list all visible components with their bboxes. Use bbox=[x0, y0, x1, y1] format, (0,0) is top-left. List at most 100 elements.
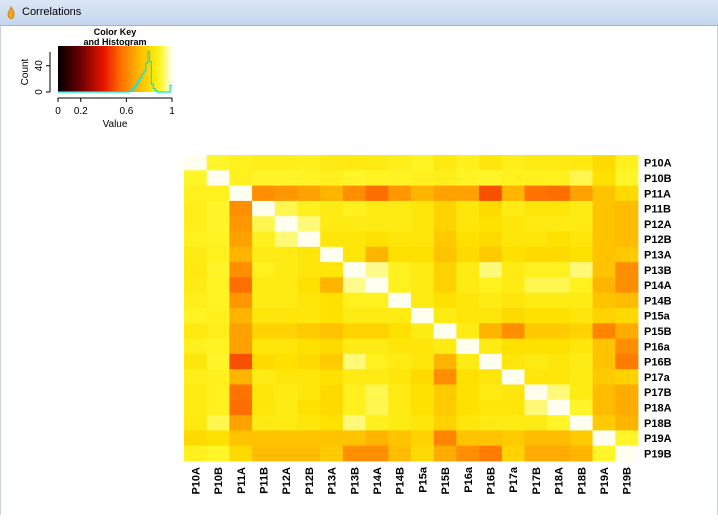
heatmap-cell-P17B-P14B bbox=[388, 384, 412, 401]
heatmap-cell-P17a-P19A bbox=[592, 369, 616, 385]
heatmap-cell-P18A-P19B bbox=[615, 399, 639, 416]
heatmap-cell-P17a-P17B bbox=[524, 369, 548, 385]
heatmap-cell-P14B-P13B bbox=[342, 292, 366, 309]
heatmap-cell-P10B-P12A bbox=[274, 170, 298, 186]
heatmap-cell-P19B-P12B bbox=[297, 445, 321, 462]
heatmap-cell-P16B-P10A bbox=[184, 353, 208, 370]
heatmap-cell-P13B-P17B bbox=[524, 262, 548, 278]
heatmap-cell-P10B-P19A bbox=[592, 170, 616, 186]
heatmap-cell-P16B-P18B bbox=[569, 353, 593, 370]
heatmap-cell-P11B-P18B bbox=[569, 200, 593, 217]
heatmap-cell-P14B-P15B bbox=[433, 292, 457, 309]
row-label: P18A bbox=[644, 402, 672, 414]
row-label: P19A bbox=[644, 433, 672, 445]
heatmap-cell-P18B-P13B bbox=[342, 415, 366, 431]
heatmap-cell-P18A-P17a bbox=[501, 399, 525, 416]
heatmap-cell-P19B-P17B bbox=[524, 445, 548, 462]
color-key-ylabel: Count bbox=[20, 58, 31, 85]
heatmap-cell-P11B-P14B bbox=[388, 200, 412, 217]
heatmap-cell-P16a-P13B bbox=[342, 338, 366, 355]
heatmap-cell-P19B-P11A bbox=[229, 445, 253, 462]
row-label: P19B bbox=[644, 448, 672, 460]
heatmap-cell-P11B-P10A bbox=[184, 200, 208, 217]
heatmap-cell-P17a-P19B bbox=[615, 369, 639, 385]
heatmap-cell-P11B-P15B bbox=[433, 200, 457, 217]
color-key-swatch bbox=[158, 46, 162, 92]
column-label: P14B bbox=[395, 467, 407, 495]
heatmap-cell-P15a-P16B bbox=[479, 308, 503, 324]
color-key-swatch bbox=[111, 46, 114, 92]
color-key-swatch bbox=[88, 46, 91, 92]
heatmap-cell-P14A-P12B bbox=[297, 277, 321, 294]
heatmap-cell-P15a-P17a bbox=[501, 308, 525, 324]
column-labels: P10A P10B P11A P11B P12A P12B P13A P13B P14A P14B… bbox=[190, 466, 633, 494]
column-label: P11B bbox=[258, 467, 270, 494]
color-key-swatch bbox=[107, 46, 110, 92]
heatmap-cell-P10B-P14A bbox=[365, 170, 389, 186]
heatmap-cell-P14A-P10A bbox=[184, 277, 208, 294]
heatmap-cell-P12A-P15B bbox=[433, 216, 457, 232]
heatmap-cell-P15a-P12A bbox=[274, 308, 298, 324]
color-key-swatch bbox=[130, 46, 133, 92]
heatmap-cell-P14B-P16B bbox=[479, 292, 503, 309]
heatmap-cell-P11A-P17B bbox=[524, 185, 548, 202]
heatmap-cell-P16B-P16B bbox=[479, 353, 503, 370]
heatmap-cell-P12B-P14A bbox=[365, 231, 389, 248]
heatmap-cell-P14B-P17B bbox=[524, 292, 548, 309]
heatmap-cell-P14A-P13A bbox=[320, 277, 344, 294]
heatmap-cell-P10A-P15a bbox=[411, 155, 435, 171]
row-label: P15a bbox=[644, 311, 671, 323]
heatmap-cell-P15B-P10A bbox=[184, 323, 208, 339]
color-key-swatch bbox=[134, 46, 137, 92]
heatmap-cell-P16B-P13A bbox=[320, 353, 344, 370]
row-label: P11B bbox=[644, 204, 671, 216]
heatmap-cell-P12B-P14B bbox=[388, 231, 412, 248]
heatmap-cell-P18B-P12A bbox=[274, 415, 298, 431]
row-label: P10A bbox=[644, 158, 672, 170]
heatmap-cell-P17B-P12A bbox=[274, 384, 298, 401]
heatmap-cell-P17a-P11A bbox=[229, 369, 253, 385]
heatmap-cell-P13A-P16a bbox=[456, 246, 480, 263]
heatmap-cell-P18B-P10A bbox=[184, 415, 208, 431]
color-key-title-line1: Color Key bbox=[94, 27, 137, 37]
heatmap-cell-P17B-P12B bbox=[297, 384, 321, 401]
heatmap-cell-P19B-P14A bbox=[365, 445, 389, 462]
heatmap-cell-P18A-P11A bbox=[229, 399, 253, 416]
heatmap-cell-P19A-P16B bbox=[479, 430, 503, 447]
heatmap-cell-P16a-P10B bbox=[206, 338, 230, 355]
heatmap-cell-P17B-P13B bbox=[342, 384, 366, 401]
column-label: P19A bbox=[599, 467, 611, 495]
heatmap-cell-P12A-P17a bbox=[501, 216, 525, 232]
heatmap-cell-P12A-P13A bbox=[320, 216, 344, 232]
column-label: P11A bbox=[236, 467, 248, 494]
heatmap-cell-P15a-P15a bbox=[411, 308, 435, 324]
heatmap-cell-P15a-P11A bbox=[229, 308, 253, 324]
heatmap-cell-P18B-P15a bbox=[411, 415, 435, 431]
heatmap-cell-P19A-P16a bbox=[456, 430, 480, 447]
heatmap-cell-P11B-P18A bbox=[547, 200, 571, 217]
heatmap-cell-P14A-P13B bbox=[342, 277, 366, 294]
heatmap-cell-P19B-P17a bbox=[501, 445, 525, 462]
color-key-swatch bbox=[109, 46, 112, 92]
color-key-swatch bbox=[116, 46, 120, 92]
heatmap-cell-P14B-P19A bbox=[592, 292, 616, 309]
heatmap-cell-P18A-P14B bbox=[388, 399, 412, 416]
heatmap-cell-P13B-P11B bbox=[252, 262, 276, 278]
heatmap-cell-P12B-P11B bbox=[252, 231, 276, 248]
heatmap-cell-P11A-P15a bbox=[411, 185, 435, 202]
heatmap-cell-P10A-P13B bbox=[342, 155, 366, 171]
color-key-swatch bbox=[77, 46, 80, 92]
heatmap-cell-P11A-P12A bbox=[274, 185, 298, 202]
heatmap-cell-P16a-P14A bbox=[365, 338, 389, 355]
heatmap-cell-P15B-P10B bbox=[206, 323, 230, 339]
column-label: P12B bbox=[304, 467, 316, 495]
heatmap-cell-P11A-P12B bbox=[297, 185, 321, 202]
heatmap-cell-P19B-P19A bbox=[592, 445, 616, 462]
heatmap-cell-P14B-P19B bbox=[615, 292, 639, 309]
heatmap-cell-P18B-P10B bbox=[206, 415, 230, 431]
color-key-swatch bbox=[78, 46, 82, 92]
heatmap-cell-P16B-P11A bbox=[229, 353, 253, 370]
color-key-swatch bbox=[92, 46, 95, 92]
heatmap-cell-P16B-P14B bbox=[388, 353, 412, 370]
color-key-swatch bbox=[156, 46, 160, 92]
